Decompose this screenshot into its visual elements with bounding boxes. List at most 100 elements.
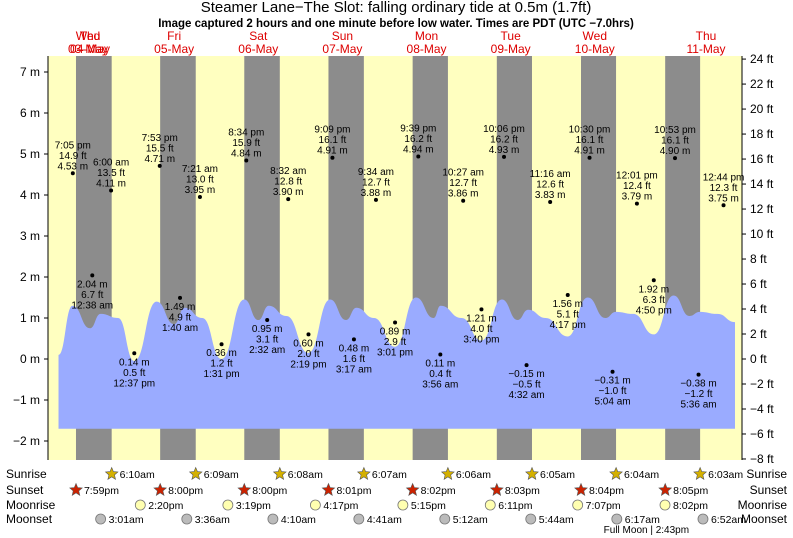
- tide-extreme-dot: [219, 342, 224, 347]
- tide-extreme-dot: [197, 195, 202, 200]
- tide-extreme-label: 0.4 ft: [429, 369, 451, 380]
- tide-extreme-label: 12.8 ft: [274, 177, 302, 188]
- tide-extreme-dot: [109, 188, 114, 193]
- sunrise-icon: [104, 466, 119, 480]
- right-tick-label: 22 ft: [750, 77, 774, 91]
- tide-extreme-label: −0.5 ft: [513, 380, 541, 391]
- tide-water-fill: [58, 295, 735, 429]
- moonset-icon: [95, 513, 107, 525]
- tide-extreme-label: 3.95 m: [185, 185, 216, 196]
- tide-extreme-dot: [306, 332, 311, 337]
- tide-extreme-dot: [502, 154, 507, 159]
- tide-extreme-dot: [90, 273, 95, 278]
- moonrise-time: 6:11pm: [498, 500, 532, 512]
- right-tick-label: 4 ft: [750, 302, 767, 316]
- sunrise-time: 6:05am: [540, 469, 575, 481]
- sunrise-time: 6:03am: [708, 469, 743, 481]
- moonset-icon: [525, 513, 537, 525]
- tide-extreme: 0.36 m1.2 ft1:31 pm: [203, 342, 240, 380]
- sunrise-time: 6:06am: [456, 469, 491, 481]
- sunset-icon: [153, 482, 168, 496]
- tide-extreme-label: 4.71 m: [144, 154, 175, 165]
- tide-extreme-label: 4.53 m: [58, 161, 89, 172]
- tide-extreme-label: 12.4 ft: [623, 181, 651, 192]
- moonrise-time: 4:17pm: [323, 500, 358, 512]
- tide-extreme-label: 9:34 am: [358, 167, 394, 178]
- right-tick-label: 2 ft: [750, 327, 767, 341]
- right-tick-label: 24 ft: [750, 52, 774, 66]
- tide-extreme-label: 15.9 ft: [232, 138, 260, 149]
- tide-extreme-label: 4.0 ft: [470, 324, 492, 335]
- tide-extreme: 0.89 m2.9 ft3:01 pm: [377, 320, 413, 359]
- tide-extreme: 0.48 m1.6 ft3:17 am: [336, 337, 372, 375]
- tide-extreme-label: 13.5 ft: [97, 168, 125, 179]
- tide-extreme-label: 16.1 ft: [661, 136, 689, 147]
- tide-extreme-label: 4.94 m: [403, 144, 434, 155]
- tide-extreme-label: 0.11 m: [425, 358, 455, 369]
- tide-extreme-label: 1:31 pm: [203, 369, 239, 380]
- tide-extreme-label: 16.1 ft: [319, 135, 347, 146]
- tide-extreme-label: 5.1 ft: [557, 310, 579, 321]
- tide-extreme-label: 12.6 ft: [536, 179, 564, 190]
- tide-extreme: 0.11 m0.4 ft3:56 am: [422, 352, 458, 390]
- sunset-icon: [574, 482, 588, 496]
- moonset-icon: [353, 513, 365, 525]
- right-tick-label: −6 ft: [750, 427, 774, 441]
- tide-extreme-label: 4.93 m: [489, 145, 520, 156]
- row-label-right: Sunrise: [746, 467, 787, 481]
- tide-extreme-label: 6:00 am: [93, 157, 129, 168]
- tide-extreme-dot: [587, 155, 592, 160]
- sunset-icon: [405, 482, 420, 496]
- tide-extreme: 1.92 m6.3 ft4:50 pm: [636, 278, 672, 316]
- tide-extreme-dot: [548, 199, 553, 204]
- tide-extreme: 1.21 m4.0 ft3:40 pm: [463, 307, 500, 345]
- tide-extreme-label: 5:36 am: [680, 400, 716, 411]
- left-tick-label: 6 m: [20, 106, 40, 120]
- tide-extreme-label: 10:30 pm: [569, 125, 611, 136]
- tide-extreme-label: 1:40 am: [162, 323, 198, 334]
- right-tick-label: 8 ft: [750, 252, 767, 266]
- tide-extreme-label: 0.60 m: [293, 338, 324, 349]
- sunset-time: 8:05pm: [673, 485, 708, 497]
- moonset-icon: [697, 513, 709, 525]
- tide-extreme-label: 2.04 m: [77, 279, 108, 290]
- sunrise-icon: [525, 466, 539, 480]
- tide-extreme-dot: [157, 163, 162, 168]
- right-tick-label: 20 ft: [750, 102, 774, 116]
- tide-extreme-label: 15.5 ft: [146, 143, 174, 154]
- tide-extreme-label: 12:01 pm: [616, 171, 658, 182]
- tide-extreme: 0.95 m3.1 ft2:32 am: [249, 318, 285, 356]
- day-date: 04-May: [70, 42, 110, 56]
- day-name: Mon: [415, 29, 438, 43]
- tide-extreme-label: 4.11 m: [96, 178, 126, 189]
- sunset-time: 8:01pm: [336, 485, 371, 497]
- chart-subtitle: Image captured 2 hours and one minute be…: [158, 18, 634, 30]
- sunrise-icon: [272, 466, 287, 480]
- tide-extreme-label: 0.89 m: [380, 327, 411, 338]
- right-tick-label: 14 ft: [750, 177, 774, 191]
- sunset-icon: [237, 482, 252, 496]
- left-tick-label: 3 m: [20, 229, 40, 243]
- tide-extreme-label: 1.2 ft: [210, 359, 232, 370]
- tide-extreme-label: 3.86 m: [448, 189, 479, 200]
- moonrise-icon: [134, 499, 146, 511]
- tide-extreme-label: 2.9 ft: [384, 337, 406, 348]
- tide-extreme-label: 16.1 ft: [576, 135, 604, 146]
- tide-extreme-label: 3:56 am: [422, 379, 458, 390]
- sunset-icon: [489, 482, 504, 496]
- row-label-right: Sunset: [750, 483, 788, 497]
- sunset-time: 8:04pm: [589, 485, 624, 497]
- tide-extreme-label: −0.15 m: [508, 369, 544, 380]
- right-tick-label: 10 ft: [750, 227, 774, 241]
- tide-extreme-label: 0.36 m: [206, 348, 237, 359]
- day-name: Wed: [583, 29, 607, 43]
